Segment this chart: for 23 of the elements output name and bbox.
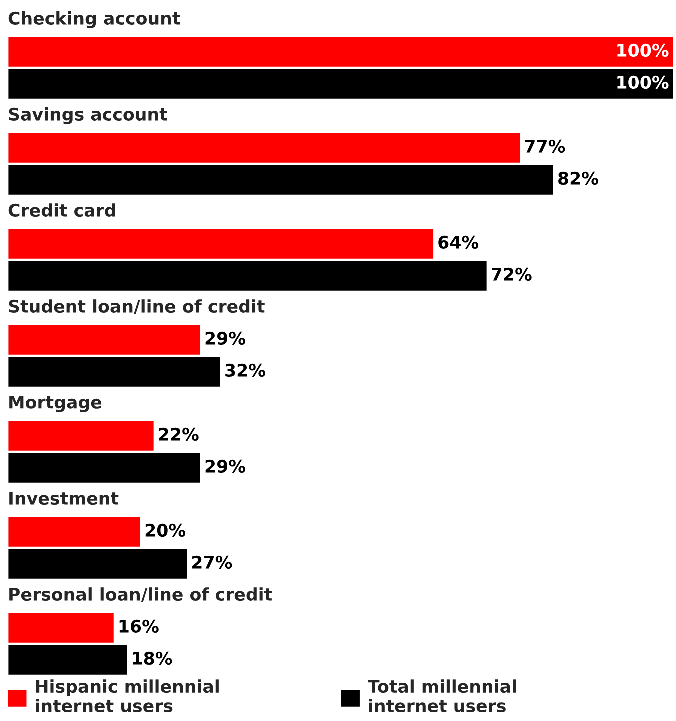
y-tick-label: Savings account bbox=[9, 108, 168, 124]
data-label: 100% bbox=[618, 44, 669, 58]
data-label: 72% bbox=[492, 268, 532, 282]
y-tick-label: Credit card bbox=[8, 204, 116, 218]
data-label: 77% bbox=[525, 140, 566, 154]
data-label: 16% bbox=[120, 620, 159, 634]
data-label: 20% bbox=[146, 524, 186, 538]
data-label: 27% bbox=[192, 556, 232, 570]
legend-label: Total millennial internet users bbox=[368, 680, 516, 713]
y-tick-label: Personal loan/line of credit bbox=[10, 588, 272, 602]
data-label: 18% bbox=[133, 652, 172, 666]
y-tick-label: Mortgage bbox=[10, 396, 102, 412]
data-label: 29% bbox=[206, 332, 246, 346]
data-label: 100% bbox=[618, 76, 669, 90]
y-tick-label: Investment bbox=[10, 492, 119, 506]
data-label: 82% bbox=[558, 172, 598, 186]
data-label: 29% bbox=[206, 460, 246, 474]
data-label: 64% bbox=[438, 236, 479, 250]
data-label: 32% bbox=[226, 364, 266, 378]
legend-label: Hispanic millennial internet users bbox=[36, 680, 219, 713]
data-label: 22% bbox=[159, 428, 199, 442]
y-tick-label: Student loan/line of credit bbox=[9, 300, 265, 314]
y-tick-label: Checking account bbox=[8, 12, 180, 28]
